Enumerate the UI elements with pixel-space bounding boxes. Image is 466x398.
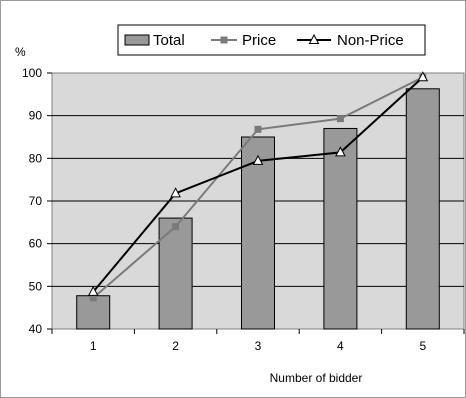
- y-tick-label: 100: [22, 66, 42, 80]
- legend-label: Non-Price: [337, 32, 404, 49]
- bar: [405, 88, 440, 330]
- point-marker: [252, 154, 264, 165]
- y-tick-label: 80: [29, 151, 43, 165]
- point-marker: [335, 146, 346, 157]
- y-tick-label: 90: [29, 109, 43, 123]
- legend-label: Price: [242, 32, 276, 49]
- legend-swatch: [124, 34, 150, 46]
- x-tick-label: 5: [419, 339, 426, 353]
- legend-marker: [220, 36, 228, 44]
- legend-label: Total: [153, 32, 185, 49]
- x-tick-label: 2: [172, 339, 179, 353]
- bar: [158, 217, 193, 330]
- x-tick-label: 1: [90, 339, 97, 353]
- y-tick-label: 60: [29, 237, 43, 251]
- point-marker: [89, 294, 97, 302]
- x-axis-title: Number of bidder: [270, 371, 363, 385]
- legend-marker: [308, 33, 320, 44]
- legend-box: [117, 24, 426, 56]
- bar: [241, 136, 275, 330]
- point-marker: [254, 125, 262, 133]
- point-marker: [170, 187, 181, 198]
- y-tick-label: 40: [29, 322, 43, 336]
- point-marker: [87, 285, 99, 296]
- y-tick-label: 50: [29, 279, 43, 293]
- bar: [323, 127, 358, 330]
- y-axis-unit: %: [15, 45, 26, 59]
- point-marker: [417, 71, 429, 82]
- point-marker: [336, 115, 344, 123]
- point-marker: [172, 223, 180, 231]
- x-tick-label: 3: [255, 339, 262, 353]
- y-tick-label: 70: [29, 194, 43, 208]
- x-tick-label: 4: [337, 339, 344, 353]
